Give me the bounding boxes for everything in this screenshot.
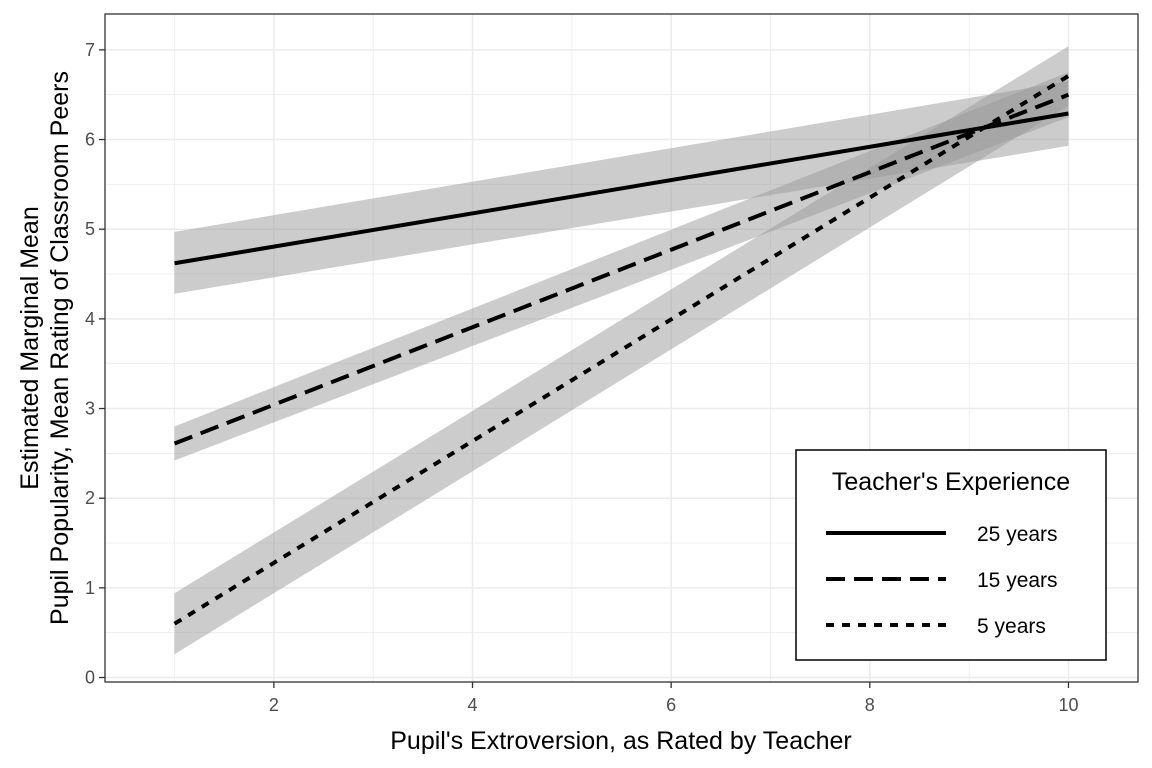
y-tick-label-3: 3 — [85, 399, 95, 419]
line-layer — [173, 74, 1070, 626]
x-tick-label-1: 4 — [468, 695, 478, 715]
legend-items: 25 years 15 years 5 years — [826, 523, 1058, 638]
y-tick-label-5: 5 — [85, 219, 95, 239]
ci-ribbon-series-1 — [174, 72, 1069, 461]
y-axis-title-group: Estimated Marginal Mean Pupil Popularity… — [16, 71, 74, 625]
legend-title: Teacher's Experience — [832, 468, 1070, 496]
y-axis-title-line2: Pupil Popularity, Mean Rating of Classro… — [46, 71, 74, 625]
y-axis-title-line1: Estimated Marginal Mean — [16, 206, 44, 489]
y-tick-label-2: 2 — [85, 488, 95, 508]
y-tick-layer: 0 1 2 3 4 5 6 7 — [85, 40, 105, 688]
line-series-1 — [173, 92, 1070, 446]
line-series-0 — [174, 111, 1069, 266]
legend-label-2: 5 years — [977, 615, 1046, 638]
x-tick-label-3: 8 — [865, 695, 875, 715]
x-tick-label-4: 10 — [1058, 695, 1078, 715]
x-tick-label-2: 6 — [666, 695, 676, 715]
y-tick-label-0: 0 — [85, 668, 95, 688]
y-tick-label-6: 6 — [85, 130, 95, 150]
legend-label-0: 25 years — [977, 523, 1058, 546]
x-axis-title: Pupil's Extroversion, as Rated by Teache… — [390, 727, 852, 755]
legend: Teacher's Experience 25 years 15 years 5 y… — [795, 449, 1107, 661]
y-tick-label-7: 7 — [85, 40, 95, 60]
ci-ribbon-series-2 — [174, 46, 1069, 655]
x-tick-layer: 2 4 6 8 10 — [269, 682, 1078, 715]
legend-label-1: 15 years — [977, 569, 1058, 592]
y-tick-label-4: 4 — [85, 309, 95, 329]
panel-border — [104, 13, 1139, 683]
y-tick-label-1: 1 — [85, 578, 95, 598]
x-tick-label-0: 2 — [269, 695, 279, 715]
